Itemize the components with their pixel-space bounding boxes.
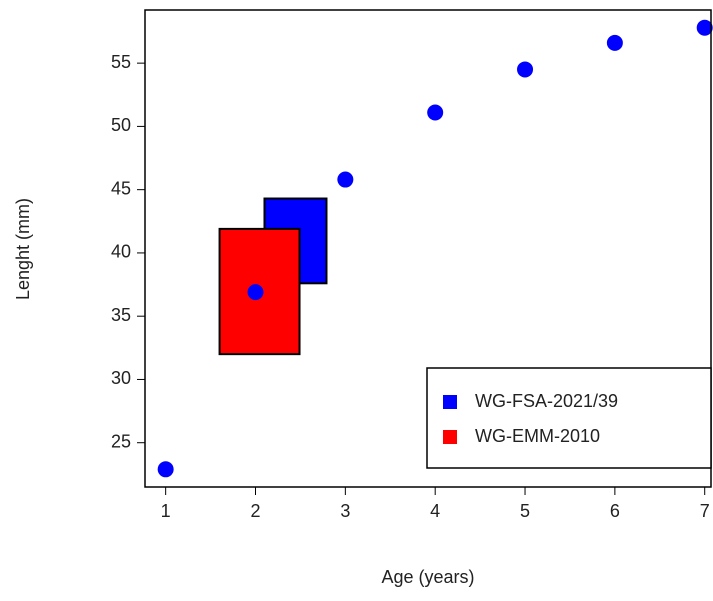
point <box>337 171 354 188</box>
point <box>517 61 534 78</box>
x-tick-label: 6 <box>610 501 620 521</box>
legend-box <box>426 367 712 469</box>
x-tick-label: 2 <box>250 501 260 521</box>
point <box>157 461 174 478</box>
y-tick-label: 30 <box>111 368 131 388</box>
x-tick-label: 5 <box>520 501 530 521</box>
x-tick-label: 1 <box>161 501 171 521</box>
point <box>427 104 444 121</box>
x-tick-label: 4 <box>430 501 440 521</box>
y-tick-label: 25 <box>111 431 131 451</box>
legend-label: WG-FSA-2021/39 <box>475 391 618 411</box>
x-tick-label: 3 <box>340 501 350 521</box>
y-tick-label: 35 <box>111 305 131 325</box>
point <box>247 284 264 301</box>
y-tick-label: 55 <box>111 52 131 72</box>
point <box>696 19 713 36</box>
legend-swatch <box>443 430 457 444</box>
y-tick-label: 40 <box>111 242 131 262</box>
y-tick-label: 45 <box>111 178 131 198</box>
point <box>606 34 623 51</box>
plot-frame <box>144 9 712 488</box>
legend-label: WG-EMM-2010 <box>475 426 600 446</box>
x-axis-label: Age (years) <box>381 567 474 587</box>
legend-swatch <box>443 395 457 409</box>
y-tick-label: 50 <box>111 115 131 135</box>
x-tick-label: 7 <box>700 501 710 521</box>
y-axis-label: Lenght (mm) <box>13 198 33 300</box>
